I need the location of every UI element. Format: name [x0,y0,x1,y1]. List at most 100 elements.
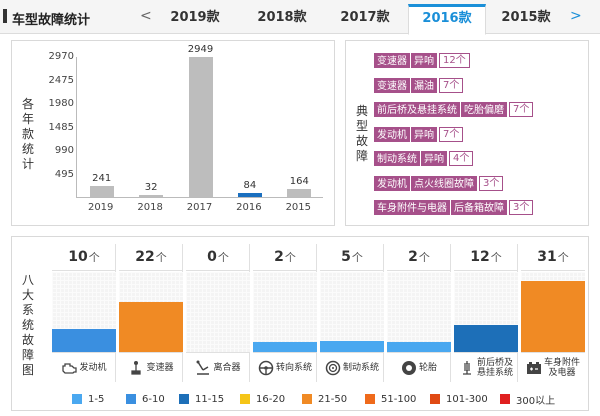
system-name: 制动系统 [343,363,379,373]
side-label-char: 八 [21,273,34,287]
bar-value-label: 2949 [187,44,214,55]
fault-item[interactable]: 变速器 漏油 7个 [374,77,464,93]
fault-item[interactable]: 前后桥及悬挂系统 吃胎偏磨 7个 [374,102,534,117]
system-column[interactable]: 12个前后桥及 悬挂系统 [454,244,518,382]
system-name: 发动机 [79,363,106,373]
bar-2016 [237,193,262,197]
system-count-unit: 个 [88,251,100,264]
fault-system-chip: 发动机 [374,175,410,191]
fault-issue-chip: 后备箱故障 [451,200,507,215]
side-label-char: 故 [21,333,34,347]
system-count: 10个 [52,244,116,271]
system-name-line: 离合器 [213,362,241,373]
system-column[interactable]: 2个轮胎 [387,244,451,382]
system-name-line: 制动系统 [342,362,379,373]
side-label-char: 故 [355,134,368,148]
bar-value-label: 32 [144,182,158,193]
yearly-stats-panel: 各 年 款 统 计 2970 2475 1980 1485 990 495 241 32 29… [11,40,335,226]
fault-issue-chip: 点火线圈故障 [411,175,477,191]
fault-issue-chip: 异响 [411,53,437,68]
system-level-area [186,272,250,352]
system-count-unit: 个 [217,251,229,264]
system-label: 轮胎 [387,352,451,382]
x-tick-label: 2019 [87,202,114,213]
bar-2015 [287,189,312,197]
side-label-char: 系 [21,303,34,317]
system-count: 31个 [521,244,585,271]
fault-issue-chip: 漏油 [411,77,437,93]
system-label: 离合器 [186,352,250,382]
tab-2019[interactable]: 2019款 [170,10,220,25]
side-label-char: 大 [21,288,34,302]
legend-item: 11-15 [179,393,224,405]
system-column[interactable]: 0个 离合器 [186,244,250,382]
system-name-line: 发动机 [79,362,107,373]
system-count-value: 2 [408,249,418,265]
next-arrow-icon[interactable]: > [570,8,582,24]
system-column[interactable]: 22个 变速器 [119,244,183,382]
prev-arrow-icon[interactable]: < [140,8,152,24]
y-tick-label: 1485 [48,121,74,133]
fault-item[interactable]: 变速器 异响 12个 [374,53,470,68]
tab-2015[interactable]: 2015款 [501,10,551,25]
system-label: 前后桥及 悬挂系统 [454,352,518,382]
tab-2016[interactable]: 2016款 [408,4,486,35]
system-level-area [454,272,518,352]
tab-2018[interactable]: 2018款 [257,10,307,25]
yearly-stats-side-label: 各 年 款 统 计 [21,97,35,172]
system-level-fill [320,340,384,352]
system-count-value: 10 [68,249,88,265]
y-tick-label: 1980 [48,98,74,109]
system-name-line: 悬挂系统 [476,367,513,378]
legend-label: 21-50 [318,393,348,405]
fault-item[interactable]: 发动机 点火线圈故障 3个 [374,175,504,191]
legend-label: 300以上 [516,395,556,407]
legend-swatch [302,394,312,404]
system-count: 2个 [387,244,451,271]
x-tick-label: 2017 [186,202,213,213]
bar-2017 [188,57,213,197]
system-level-area [52,272,116,352]
fault-item[interactable]: 发动机 异响 7个 [374,126,464,142]
legend-item: 16-20 [240,393,285,405]
system-name: 离合器 [213,363,240,373]
system-column[interactable]: 5个 制动系统 [320,244,384,382]
legend-item: 51-100 [365,393,416,405]
fault-count: 12个 [439,53,470,68]
bar-2018 [139,195,164,197]
system-count: 12个 [454,244,518,271]
system-column[interactable]: 31个 车身附件 及电器 [521,244,585,382]
legend-item: 1-5 [72,393,104,405]
typical-faults-panel: 典 型 故 障 变速器 异响 12个 变速器 漏油 7个 前后桥及悬挂系统 吃胎偏磨 7个 发动机… [345,40,589,226]
system-level-fill [387,342,451,352]
steering-wheel-icon [258,360,274,376]
system-count-value: 2 [274,249,284,265]
system-label: 变速器 [119,352,183,382]
fault-count: 3个 [479,175,504,191]
side-label-char: 年 [21,112,34,126]
fault-count: 7个 [439,77,464,93]
bar-value-label: 164 [289,176,309,188]
system-column[interactable]: 2个 转向系统 [253,244,317,382]
x-tick-label: 2018 [137,202,163,213]
system-column[interactable]: 10个发动机 [52,244,116,382]
fault-item[interactable]: 车身附件与电器 后备箱故障 3个 [374,200,534,215]
fault-count: 7个 [439,126,464,142]
gear-shift-icon [128,360,144,376]
legend-label: 1-5 [88,393,105,405]
fault-count: 4个 [449,151,474,166]
system-count: 2个 [253,244,317,271]
system-label: 制动系统 [320,352,384,382]
fault-issue-chip: 异响 [421,151,447,166]
fault-system-chip: 车身附件与电器 [374,200,450,215]
bar-2019 [89,185,114,197]
tab-2017[interactable]: 2017款 [340,10,390,25]
system-level-area [253,272,317,352]
fault-issue-chip: 异响 [411,126,437,142]
fault-item[interactable]: 制动系统 异响 4个 [374,151,474,166]
system-name-line: 前后桥及 [476,357,513,368]
legend-swatch [500,394,510,404]
y-tick-label: 2970 [48,51,74,62]
system-count-unit: 个 [490,251,502,264]
system-name-line: 变速器 [146,362,174,373]
